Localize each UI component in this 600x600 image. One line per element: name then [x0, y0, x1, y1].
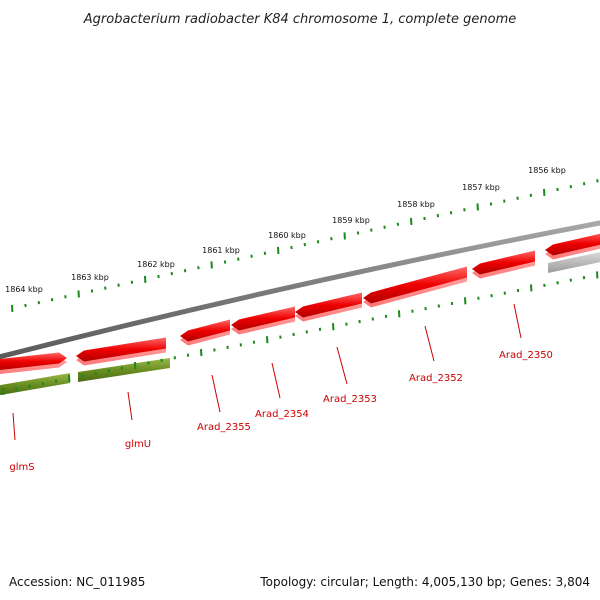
gene-label-glms[interactable]: glmS — [9, 462, 34, 473]
map-title: Agrobacterium radiobacter K84 chromosome… — [83, 12, 516, 27]
accession-text: Accession: NC_011985 — [9, 575, 145, 589]
scale-label-1861-kbp: 1861 kbp — [202, 246, 240, 255]
gene-label-arad-2352[interactable]: Arad_2352 — [409, 373, 463, 384]
gene-label-arad-2353[interactable]: Arad_2353 — [323, 394, 377, 405]
gene-labels: glmS glmU Arad_2355 Arad_2354 Arad_2353 Arad_… — [9, 303, 553, 473]
leader-line-arad-2350 — [513, 303, 522, 339]
leader-line-glmu — [127, 391, 133, 421]
leader-line-glms — [12, 412, 16, 441]
scale-label-1859-kbp: 1859 kbp — [332, 216, 370, 225]
leader-line-arad-2355 — [211, 374, 221, 413]
gene-arrow-arad-2355 — [180, 319, 230, 346]
scale-labels: 1864 kbp 1863 kbp 1862 kbp 1861 kbp 1860 kbp… — [5, 166, 566, 294]
scale-label-1862-kbp: 1862 kbp — [137, 260, 175, 269]
genome-summary-text: Topology: circular; Length: 4,005,130 bp… — [259, 575, 590, 589]
gene-arrow-arad-2350 — [472, 250, 535, 279]
gene-features — [0, 233, 600, 396]
gene-bar-gray — [548, 252, 600, 273]
gene-arrow-arad-2352 — [363, 266, 467, 308]
inner-scale-ticks — [2, 271, 599, 395]
leader-line-arad-2353 — [336, 346, 348, 385]
scale-label-1857-kbp: 1857 kbp — [462, 183, 500, 192]
gene-label-arad-2354[interactable]: Arad_2354 — [255, 409, 309, 420]
gene-label-arad-2355[interactable]: Arad_2355 — [197, 422, 251, 433]
scale-label-1860-kbp: 1860 kbp — [268, 231, 306, 240]
gene-bar-glms-lower — [0, 373, 70, 396]
gene-arrow-glmu — [76, 337, 166, 366]
scale-label-1864-kbp: 1864 kbp — [5, 285, 43, 294]
gene-arrow-arad-2353 — [295, 292, 362, 322]
leader-line-arad-2354 — [271, 362, 281, 399]
gene-arrow-next — [545, 233, 600, 260]
gene-bar-glmu-lower — [78, 358, 170, 382]
scale-label-1856-kbp: 1856 kbp — [528, 166, 566, 175]
scale-label-1863-kbp: 1863 kbp — [71, 273, 109, 282]
gene-label-arad-2350[interactable]: Arad_2350 — [499, 350, 553, 361]
gene-label-glmu[interactable]: glmU — [125, 439, 151, 450]
outer-scale-ticks — [11, 179, 599, 312]
scale-label-1858-kbp: 1858 kbp — [397, 200, 435, 209]
genome-backbone — [0, 220, 600, 360]
gene-arrow-arad-2354 — [231, 306, 295, 335]
gene-arrow-glms — [0, 352, 67, 374]
leader-line-arad-2352 — [424, 325, 435, 362]
